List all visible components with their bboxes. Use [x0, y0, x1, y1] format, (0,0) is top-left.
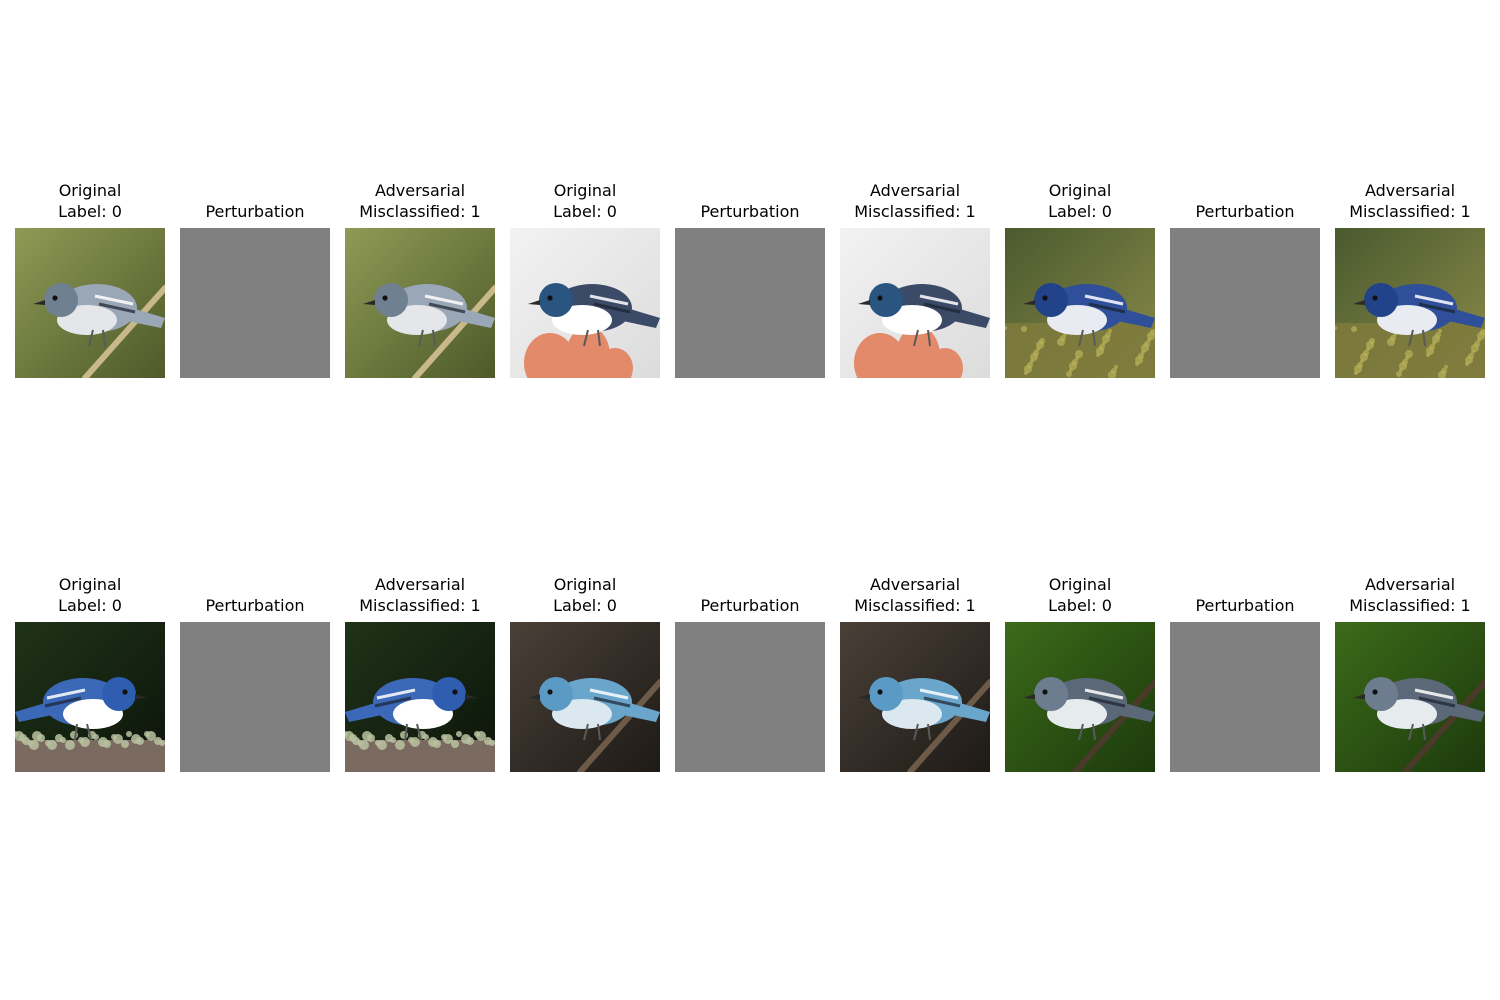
adversarial-panel: Adversarial Misclassified: 1 — [345, 178, 495, 378]
panel-title: Original Label: 0 — [985, 178, 1175, 222]
panel-title: Adversarial Misclassified: 1 — [820, 178, 1010, 222]
perturbation-image — [180, 622, 330, 772]
panel-title-line-1: Original — [1048, 181, 1112, 200]
original-panel: Original Label: 0 — [15, 178, 165, 378]
panel-title: Perturbation — [160, 572, 350, 616]
perturbation-image — [675, 622, 825, 772]
perturbation-panel: Perturbation — [180, 178, 330, 378]
figure-row-2: Original Label: 0 Perturbation Adversarial M… — [15, 572, 1485, 772]
panel-title: Perturbation — [655, 178, 845, 222]
bird-image — [15, 622, 165, 772]
panel-title: Original Label: 0 — [985, 572, 1175, 616]
original-panel: Original Label: 0 — [510, 572, 660, 772]
panel-title-line-1: Original — [553, 575, 617, 594]
bird-image — [510, 228, 660, 378]
bird-image — [345, 228, 495, 378]
panel-title-line-1: Adversarial — [869, 181, 961, 200]
panel-title-line-2: Misclassified: 1 — [1349, 202, 1471, 221]
panel-title: Original Label: 0 — [490, 572, 680, 616]
adversarial-panel: Adversarial Misclassified: 1 — [1335, 178, 1485, 378]
perturbation-panel: Perturbation — [675, 572, 825, 772]
bird-image — [510, 622, 660, 772]
panel-title: Perturbation — [1150, 178, 1340, 222]
panel-title-line-1: Original — [58, 575, 122, 594]
perturbation-image — [1170, 622, 1320, 772]
panel-title-line-2: Misclassified: 1 — [359, 202, 481, 221]
bird-image — [345, 622, 495, 772]
bird-image — [1005, 622, 1155, 772]
panel-title: Perturbation — [655, 572, 845, 616]
panel-title: Adversarial Misclassified: 1 — [325, 572, 515, 616]
panel-title-line-2: Misclassified: 1 — [359, 596, 481, 615]
perturbation-image — [675, 228, 825, 378]
original-panel: Original Label: 0 — [1005, 178, 1155, 378]
adversarial-panel: Adversarial Misclassified: 1 — [345, 572, 495, 772]
panel-title: Original Label: 0 — [0, 178, 185, 222]
panel-title-line-2: Perturbation — [700, 596, 800, 615]
panel-title-line-2: Label: 0 — [1048, 596, 1112, 615]
panel-title-line-2: Misclassified: 1 — [854, 202, 976, 221]
perturbation-image — [180, 228, 330, 378]
panel-title-line-1: Original — [553, 181, 617, 200]
panel-title: Adversarial Misclassified: 1 — [820, 572, 1010, 616]
adversarial-panel: Adversarial Misclassified: 1 — [840, 572, 990, 772]
panel-title-line-2: Label: 0 — [1048, 202, 1112, 221]
panel-title: Original Label: 0 — [490, 178, 680, 222]
bird-image — [840, 228, 990, 378]
figure-row-1: Original Label: 0 Perturbation Adversarial M… — [15, 178, 1485, 378]
panel-title: Original Label: 0 — [0, 572, 185, 616]
perturbation-image — [1170, 228, 1320, 378]
panel-title: Perturbation — [160, 178, 350, 222]
original-panel: Original Label: 0 — [1005, 572, 1155, 772]
bird-image — [1335, 622, 1485, 772]
panel-title-line-1: Original — [1048, 575, 1112, 594]
panel-title-line-2: Perturbation — [1195, 596, 1295, 615]
bird-image — [1335, 228, 1485, 378]
perturbation-panel: Perturbation — [180, 572, 330, 772]
panel-title-line-1: Adversarial — [869, 575, 961, 594]
adversarial-panel: Adversarial Misclassified: 1 — [840, 178, 990, 378]
bird-image — [1005, 228, 1155, 378]
panel-title: Adversarial Misclassified: 1 — [325, 178, 515, 222]
perturbation-panel: Perturbation — [675, 178, 825, 378]
panel-title-line-2: Perturbation — [1195, 202, 1295, 221]
panel-title: Perturbation — [1150, 572, 1340, 616]
perturbation-panel: Perturbation — [1170, 572, 1320, 772]
bird-image — [840, 622, 990, 772]
panel-title-line-2: Misclassified: 1 — [854, 596, 976, 615]
panel-title-line-1: Adversarial — [374, 575, 466, 594]
perturbation-panel: Perturbation — [1170, 178, 1320, 378]
panel-title: Adversarial Misclassified: 1 — [1315, 178, 1500, 222]
panel-title-line-1: Adversarial — [1364, 575, 1456, 594]
panel-title-line-2: Label: 0 — [553, 202, 617, 221]
original-panel: Original Label: 0 — [15, 572, 165, 772]
panel-title-line-1: Adversarial — [374, 181, 466, 200]
bird-image — [15, 228, 165, 378]
panel-title-line-2: Label: 0 — [553, 596, 617, 615]
panel-title-line-1: Original — [58, 181, 122, 200]
panel-title-line-2: Misclassified: 1 — [1349, 596, 1471, 615]
panel-title-line-2: Perturbation — [205, 202, 305, 221]
panel-title-line-1: Adversarial — [1364, 181, 1456, 200]
panel-title-line-2: Perturbation — [205, 596, 305, 615]
adversarial-panel: Adversarial Misclassified: 1 — [1335, 572, 1485, 772]
original-panel: Original Label: 0 — [510, 178, 660, 378]
panel-title-line-2: Perturbation — [700, 202, 800, 221]
panel-title: Adversarial Misclassified: 1 — [1315, 572, 1500, 616]
panel-title-line-2: Label: 0 — [58, 202, 122, 221]
panel-title-line-2: Label: 0 — [58, 596, 122, 615]
